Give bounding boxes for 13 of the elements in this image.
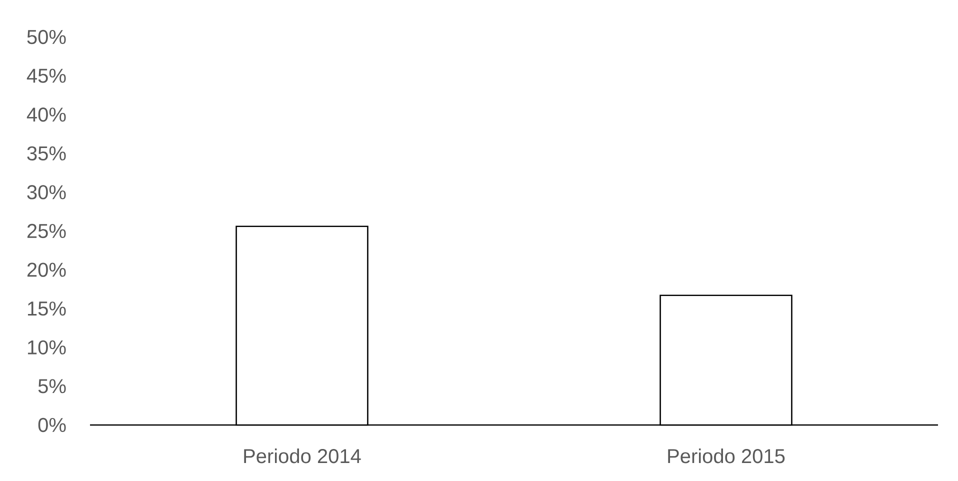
y-tick-label: 10% — [28, 340, 66, 354]
y-tick-label: 35% — [27, 146, 66, 160]
x-tick-label: Periodo 2015 — [668, 448, 785, 464]
y-tick-label: 15% — [28, 302, 66, 316]
y-tick-label: 50% — [27, 30, 66, 44]
y-tick-label: 0% — [38, 418, 66, 432]
x-tick-label: Periodo 2014 — [244, 448, 361, 464]
y-tick-label: 20% — [27, 262, 66, 277]
y-tick-label: 25% — [27, 224, 66, 238]
y-tick-label: 30% — [27, 185, 66, 200]
y-tick-label: 40% — [26, 108, 66, 122]
y-tick-label: 5% — [38, 379, 66, 394]
y-tick-label: 45% — [26, 68, 66, 83]
